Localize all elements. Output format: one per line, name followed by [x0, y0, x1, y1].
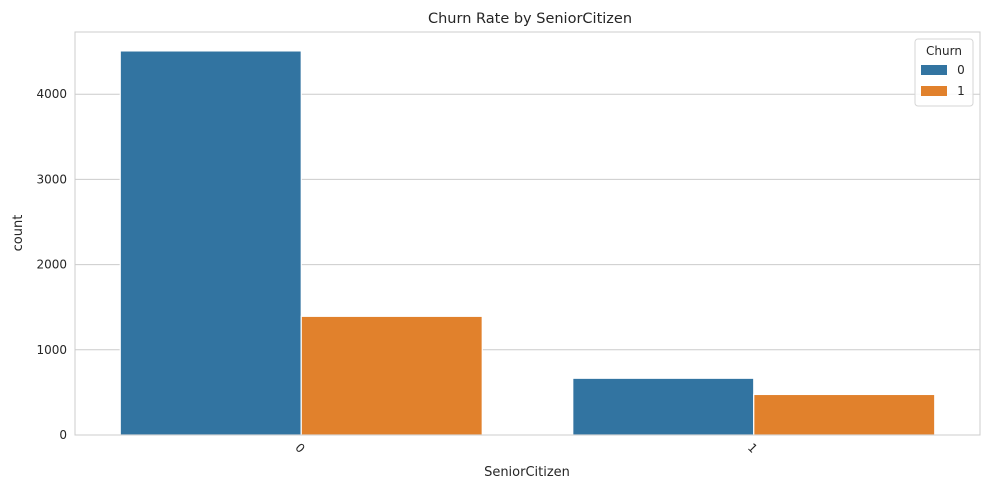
- bar-churn-0-senior-0: [119, 50, 302, 436]
- legend-swatch: [921, 86, 947, 96]
- y-axis-label: count: [11, 215, 26, 252]
- bar-churn-1-senior-0: [300, 315, 483, 436]
- x-axis-label: SeniorCitizen: [484, 465, 570, 480]
- bars: [119, 50, 936, 436]
- legend: Churn 0 1: [914, 38, 974, 107]
- legend-label: 0: [957, 63, 965, 77]
- chart-title: Churn Rate by SeniorCitizen: [428, 11, 632, 27]
- legend-label: 1: [957, 84, 965, 98]
- y-ticks: 0 1000 2000 3000 4000: [36, 87, 67, 442]
- y-tick-label: 4000: [36, 87, 67, 101]
- bar-churn-0-senior-1: [572, 377, 755, 436]
- y-tick-label: 3000: [36, 172, 67, 186]
- legend-swatch: [921, 65, 947, 75]
- y-tick-label: 0: [59, 428, 67, 442]
- y-tick-label: 1000: [36, 343, 67, 357]
- plot-frame: [74, 31, 981, 436]
- legend-title: Churn: [926, 44, 962, 58]
- y-tick-label: 2000: [36, 258, 67, 272]
- bar-churn-1-senior-1: [753, 393, 936, 436]
